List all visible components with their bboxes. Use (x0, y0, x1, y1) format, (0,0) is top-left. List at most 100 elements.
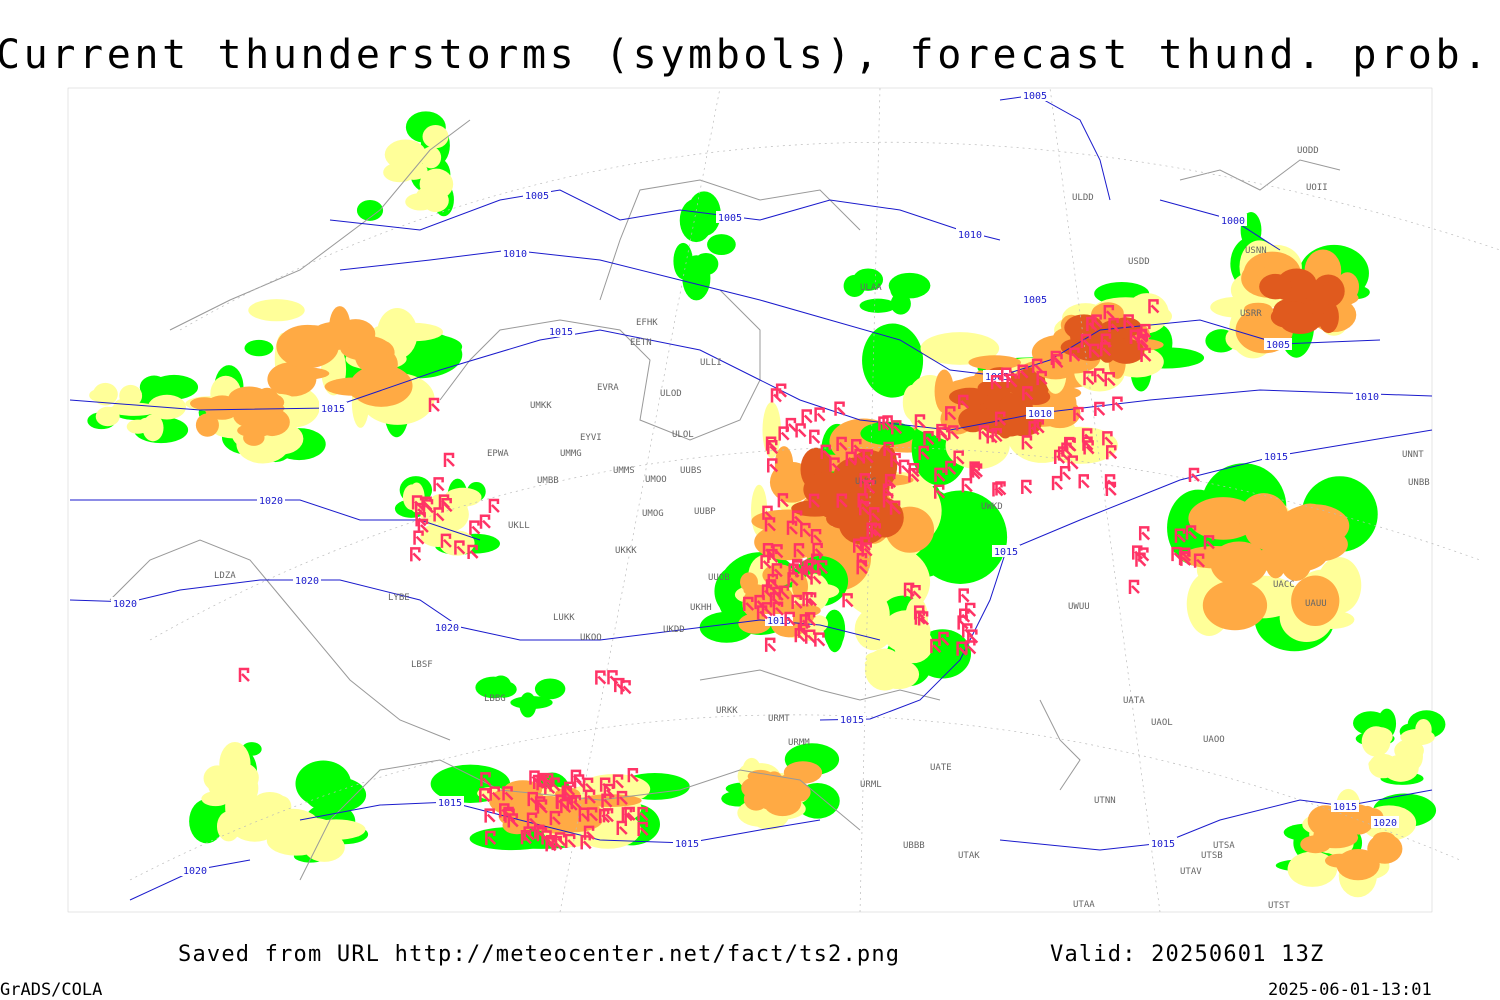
shade-patch (241, 402, 285, 431)
storm-symbol (964, 602, 977, 618)
station-label: LBBG (484, 694, 506, 704)
station-label: UTNN (1094, 796, 1116, 806)
storm-symbol (1103, 305, 1115, 320)
storm-symbol (1185, 525, 1197, 540)
storm-symbol (914, 610, 926, 625)
isobar-label: 1020 (295, 576, 319, 587)
shade-patch (999, 394, 1026, 416)
storm-symbol (862, 449, 874, 464)
storm-symbol (586, 807, 598, 822)
storm-symbol (556, 794, 568, 810)
storm-symbol (760, 554, 772, 569)
shade-patch (391, 140, 418, 167)
storm-symbol (1104, 371, 1116, 387)
station-label: UOII (1306, 183, 1328, 193)
shade-patch (203, 765, 231, 792)
station-label: UAOO (1203, 735, 1225, 745)
storm-symbol (1112, 396, 1124, 411)
storm-symbol (958, 394, 970, 409)
isobar-label: 1015 (675, 839, 699, 850)
storm-symbol (961, 478, 973, 493)
storm-symbol (1140, 347, 1152, 363)
station-label: UKDD (663, 625, 685, 635)
isobar-label: 1010 (767, 616, 791, 627)
station-label: ULOD (660, 389, 682, 399)
station-label: URKK (716, 706, 738, 716)
isobar-label-bg (436, 796, 464, 808)
shade-patch (740, 572, 758, 592)
isobar-label-bg (1149, 837, 1177, 849)
station-label: EPWA (487, 449, 509, 459)
isobar-label: 1020 (183, 866, 207, 877)
station-label: UNNT (1402, 450, 1424, 460)
shade-patch (204, 395, 240, 420)
storm-symbol (820, 444, 832, 459)
isobar-label: 1005 (1266, 340, 1290, 351)
storm-symbol (761, 584, 773, 599)
storm-symbol (1138, 526, 1151, 541)
isobar-label-bg (1331, 800, 1359, 812)
storm-symbol (883, 441, 895, 456)
shade-patch (349, 383, 389, 401)
shade-patch (1287, 851, 1338, 887)
shade-patch (1301, 284, 1334, 301)
storm-symbol (488, 498, 500, 514)
shade-patch (195, 413, 219, 437)
storm-symbol (1128, 579, 1140, 594)
storm-symbol (814, 632, 826, 647)
isobar-label: 1015 (1333, 802, 1357, 813)
storm-symbol (616, 790, 628, 806)
storm-symbol (580, 835, 592, 850)
isobar-label-bg (1219, 214, 1247, 226)
isobar-label: 1020 (1373, 818, 1397, 829)
storm-symbol (1064, 436, 1076, 452)
storm-symbol (570, 794, 582, 810)
storm-symbol (598, 808, 611, 824)
storm-symbol (933, 484, 946, 499)
storm-symbol (995, 481, 1007, 496)
storm-symbol (986, 429, 998, 444)
storm-symbol (433, 477, 445, 492)
shade-patch (439, 530, 475, 556)
station-label: UKKK (615, 546, 637, 556)
storm-symbol (923, 430, 935, 446)
shade-patch (1343, 804, 1375, 835)
isobar-label: 1015 (994, 547, 1018, 558)
station-label: UTSA (1213, 841, 1235, 851)
station-label: LBSF (411, 660, 433, 670)
storm-symbol (1078, 474, 1090, 489)
shade-patch (271, 366, 330, 381)
storm-symbol (772, 544, 784, 559)
isobar-label-bg (992, 545, 1020, 557)
storm-symbol (878, 416, 890, 431)
storm-symbol (1017, 364, 1029, 379)
shade-patch (774, 446, 794, 483)
shade-patch (977, 379, 1011, 397)
station-label: UATA (1123, 696, 1145, 706)
valid-time: Valid: 20250601 13Z (1050, 942, 1324, 967)
storm-symbol (808, 493, 820, 508)
shade-patch (216, 811, 241, 842)
station-label: LDZA (214, 571, 236, 581)
station-label: EETN (630, 338, 652, 348)
isobar-label-bg (716, 211, 744, 223)
storm-symbol (601, 793, 613, 808)
station-label: UBBB (903, 841, 925, 851)
shade-patch (766, 771, 783, 787)
shade-patch (1278, 504, 1350, 548)
storm-symbol (934, 467, 946, 482)
storm-symbol (842, 593, 854, 608)
shade-patch (1259, 273, 1292, 300)
shade-patch (226, 762, 259, 793)
storm-symbol (945, 460, 957, 476)
storm-symbol (441, 498, 453, 513)
storm-symbol (422, 499, 434, 514)
storm-symbol (607, 670, 619, 685)
station-label: UNBB (1408, 478, 1430, 488)
storm-symbol (908, 463, 920, 478)
storm-symbol (637, 806, 649, 822)
storm-symbol (1203, 535, 1215, 550)
storm-symbol (767, 458, 779, 473)
storm-symbol (1193, 553, 1206, 568)
storm-symbol (549, 810, 561, 826)
